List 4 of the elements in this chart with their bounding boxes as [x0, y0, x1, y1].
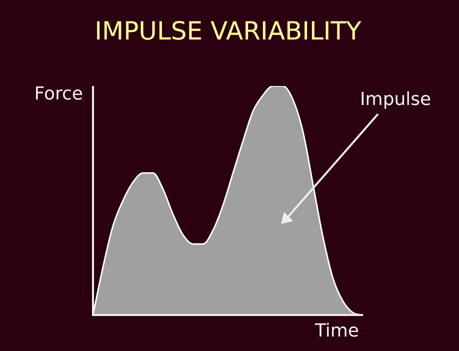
x-axis-title: Time: [314, 320, 359, 342]
y-axis-title: Force: [34, 84, 83, 105]
chart-title: IMPULSE VARIABILITY: [94, 16, 362, 46]
annotation: Impulse: [360, 89, 432, 110]
